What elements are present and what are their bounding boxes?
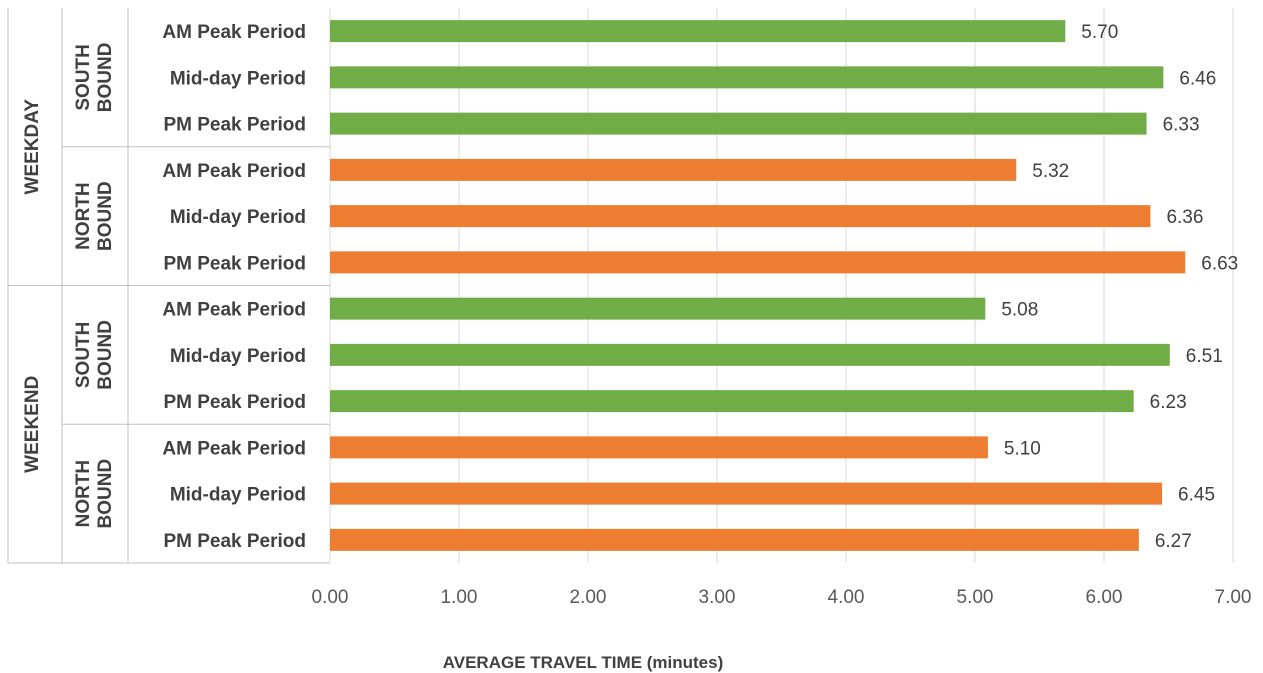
data-label: 5.08 bbox=[1001, 300, 1038, 321]
bar bbox=[330, 528, 1139, 551]
group-label: WEEKEND bbox=[22, 376, 43, 473]
category-label: PM Peak Period bbox=[163, 115, 306, 136]
group-label: WEEKDAY bbox=[22, 99, 43, 195]
x-axis-ticks: 0.00 1.00 2.00 3.00 4.00 5.00 6.00 7.00 bbox=[312, 587, 1252, 608]
category-label: PM Peak Period bbox=[163, 531, 306, 552]
x-tick-label: 3.00 bbox=[699, 587, 736, 608]
bar bbox=[330, 251, 1186, 274]
subgroup-label: SOUTH bbox=[73, 44, 94, 111]
category-label: Mid-day Period bbox=[170, 207, 306, 228]
category-labels: AM Peak Period Mid-day Period PM Peak Peri… bbox=[22, 22, 306, 552]
subgroup-label: BOUND bbox=[95, 181, 116, 251]
category-label: AM Peak Period bbox=[162, 161, 306, 182]
data-label: 6.51 bbox=[1186, 346, 1223, 367]
subgroup-label: SOUTH bbox=[73, 322, 94, 389]
bars: 5.70 6.46 6.33 5.32 6.36 6.63 5.08 6.51 6.23 5.10… bbox=[330, 20, 1238, 552]
data-label: 6.27 bbox=[1155, 531, 1192, 552]
x-tick-label: 0.00 bbox=[312, 587, 349, 608]
subgroup-label: NORTH bbox=[73, 460, 94, 528]
x-tick-label: 6.00 bbox=[1086, 587, 1123, 608]
data-label: 5.32 bbox=[1032, 161, 1069, 182]
data-label: 6.33 bbox=[1163, 115, 1200, 136]
subgroup-label: BOUND bbox=[95, 320, 116, 390]
x-tick-label: 4.00 bbox=[828, 587, 865, 608]
bar bbox=[330, 158, 1017, 181]
subgroup-label: BOUND bbox=[95, 459, 116, 529]
bar bbox=[330, 390, 1134, 413]
data-label: 6.36 bbox=[1166, 207, 1203, 228]
data-label: 6.45 bbox=[1178, 485, 1215, 506]
category-label: PM Peak Period bbox=[163, 253, 306, 274]
x-tick-label: 2.00 bbox=[570, 587, 607, 608]
category-label: AM Peak Period bbox=[162, 438, 306, 459]
bar bbox=[330, 297, 986, 320]
category-label: PM Peak Period bbox=[163, 392, 306, 413]
x-axis-title: AVERAGE TRAVEL TIME (minutes) bbox=[443, 653, 724, 672]
x-tick-label: 1.00 bbox=[441, 587, 478, 608]
data-label: 6.23 bbox=[1150, 392, 1187, 413]
bar bbox=[330, 20, 1066, 43]
data-label: 5.70 bbox=[1081, 22, 1118, 43]
gridlines bbox=[329, 8, 1234, 563]
bar bbox=[330, 343, 1170, 366]
data-label: 5.10 bbox=[1004, 438, 1041, 459]
bar bbox=[330, 112, 1147, 135]
category-label: AM Peak Period bbox=[162, 22, 306, 43]
category-label: AM Peak Period bbox=[162, 300, 306, 321]
category-label: Mid-day Period bbox=[170, 68, 306, 89]
bar bbox=[330, 482, 1163, 505]
subgroup-label: BOUND bbox=[95, 43, 116, 113]
data-label: 6.46 bbox=[1179, 68, 1216, 89]
bar bbox=[330, 66, 1164, 89]
category-separators bbox=[7, 8, 330, 564]
bar bbox=[330, 436, 988, 459]
category-label: Mid-day Period bbox=[170, 485, 306, 506]
x-tick-label: 7.00 bbox=[1215, 587, 1252, 608]
x-tick-label: 5.00 bbox=[957, 587, 994, 608]
category-label: Mid-day Period bbox=[170, 346, 306, 367]
data-label: 6.63 bbox=[1201, 253, 1238, 274]
bar bbox=[330, 205, 1151, 228]
subgroup-label: NORTH bbox=[73, 182, 94, 250]
